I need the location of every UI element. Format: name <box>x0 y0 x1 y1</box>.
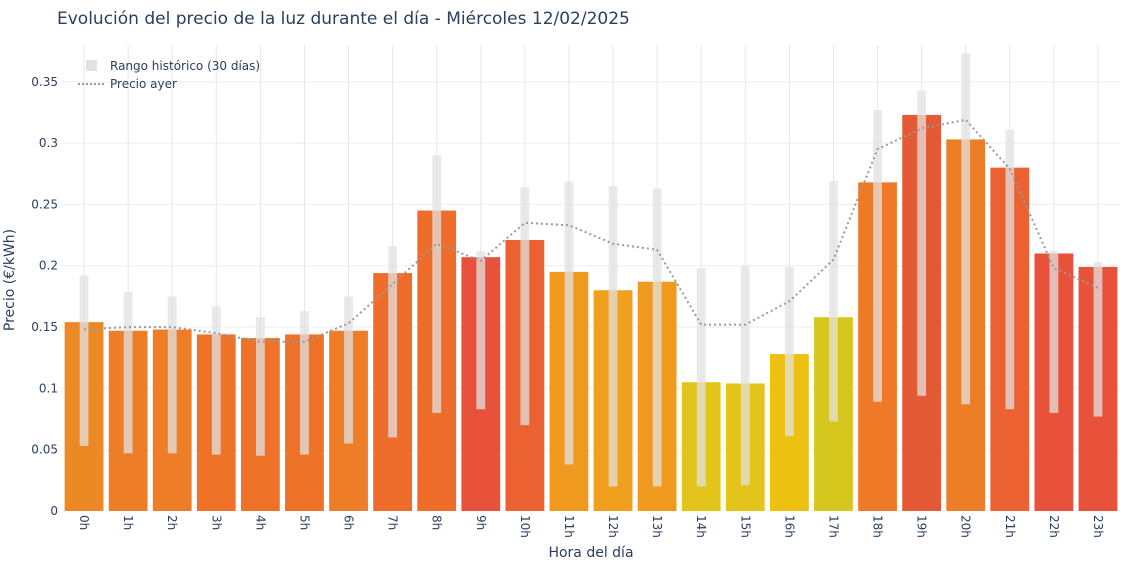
range-11h <box>564 181 574 465</box>
x-tick-label: 15h <box>738 515 752 538</box>
x-tick-label: 19h <box>915 515 929 538</box>
y-tick-label: 0.05 <box>31 443 58 457</box>
x-tick-label: 10h <box>518 515 532 538</box>
x-tick-label: 0h <box>77 515 91 530</box>
bars-layer <box>64 114 1118 512</box>
x-tick-label: 13h <box>650 515 664 538</box>
range-7h <box>388 246 398 438</box>
range-15h <box>740 265 750 486</box>
x-tick-label: 4h <box>253 515 267 530</box>
y-tick-label: 0 <box>50 504 58 518</box>
range-5h <box>300 311 309 455</box>
range-1h <box>123 291 133 454</box>
x-tick-label: 23h <box>1091 515 1105 538</box>
range-2h <box>167 296 177 454</box>
range-13h <box>652 188 662 487</box>
range-20h <box>961 53 971 405</box>
y-axis-title: Precio (€/kWh) <box>2 229 18 331</box>
y-tick-label: 0.2 <box>39 259 58 273</box>
y-tick-label: 0.1 <box>39 381 58 395</box>
legend-label-historical-range: Rango histórico (30 días) <box>110 59 260 73</box>
range-14h <box>696 268 706 487</box>
x-tick-label: 8h <box>430 515 444 530</box>
x-tick-label: 20h <box>959 515 973 538</box>
axis-layer: 0 0.05 0.1 0.15 0.2 0.25 0.3 0.35 0h 1h 2h 3h 4h 5h 6h… <box>31 75 1105 538</box>
range-19h <box>917 90 927 396</box>
range-9h <box>476 251 486 410</box>
range-21h <box>1005 129 1015 410</box>
historical-range-layer <box>79 53 1103 487</box>
range-10h <box>520 187 530 426</box>
range-3h <box>211 306 221 455</box>
y-tick-label: 0.25 <box>31 197 58 211</box>
range-0h <box>79 275 89 447</box>
legend-swatch-historical-range <box>86 60 97 71</box>
x-tick-label: 7h <box>386 515 400 530</box>
range-23h <box>1093 262 1103 417</box>
x-tick-label: 6h <box>342 515 356 530</box>
x-tick-label: 3h <box>209 515 223 530</box>
range-16h <box>784 266 794 437</box>
chart-title: Evolución del precio de la luz durante e… <box>57 9 630 29</box>
x-tick-label: 18h <box>871 515 885 538</box>
y-tick-label: 0.3 <box>39 136 58 150</box>
x-tick-label: 5h <box>297 515 311 530</box>
x-axis-title: Hora del día <box>548 545 633 561</box>
range-18h <box>873 109 882 402</box>
x-tick-label: 22h <box>1047 515 1061 538</box>
x-tick-label: 16h <box>782 515 796 538</box>
legend: Rango histórico (30 días) Precio ayer <box>78 59 260 91</box>
x-tick-label: 11h <box>562 515 576 538</box>
x-tick-label: 12h <box>606 515 620 538</box>
y-tick-label: 0.15 <box>31 320 58 334</box>
previous-day-line <box>83 118 1099 343</box>
range-4h <box>255 317 265 456</box>
legend-label-previous-day: Precio ayer <box>110 77 177 91</box>
previous-day-layer <box>83 118 1099 343</box>
x-tick-label: 9h <box>474 515 488 530</box>
x-tick-label: 2h <box>165 515 179 530</box>
range-6h <box>344 296 353 444</box>
x-tick-label: 17h <box>826 515 840 538</box>
x-tick-label: 14h <box>694 515 708 538</box>
range-12h <box>608 186 618 487</box>
x-tick-label: 21h <box>1003 515 1017 538</box>
range-8h <box>432 155 442 413</box>
range-17h <box>829 181 838 422</box>
x-tick-label: 1h <box>121 515 135 530</box>
y-tick-label: 0.35 <box>31 75 58 89</box>
range-22h <box>1049 251 1059 413</box>
